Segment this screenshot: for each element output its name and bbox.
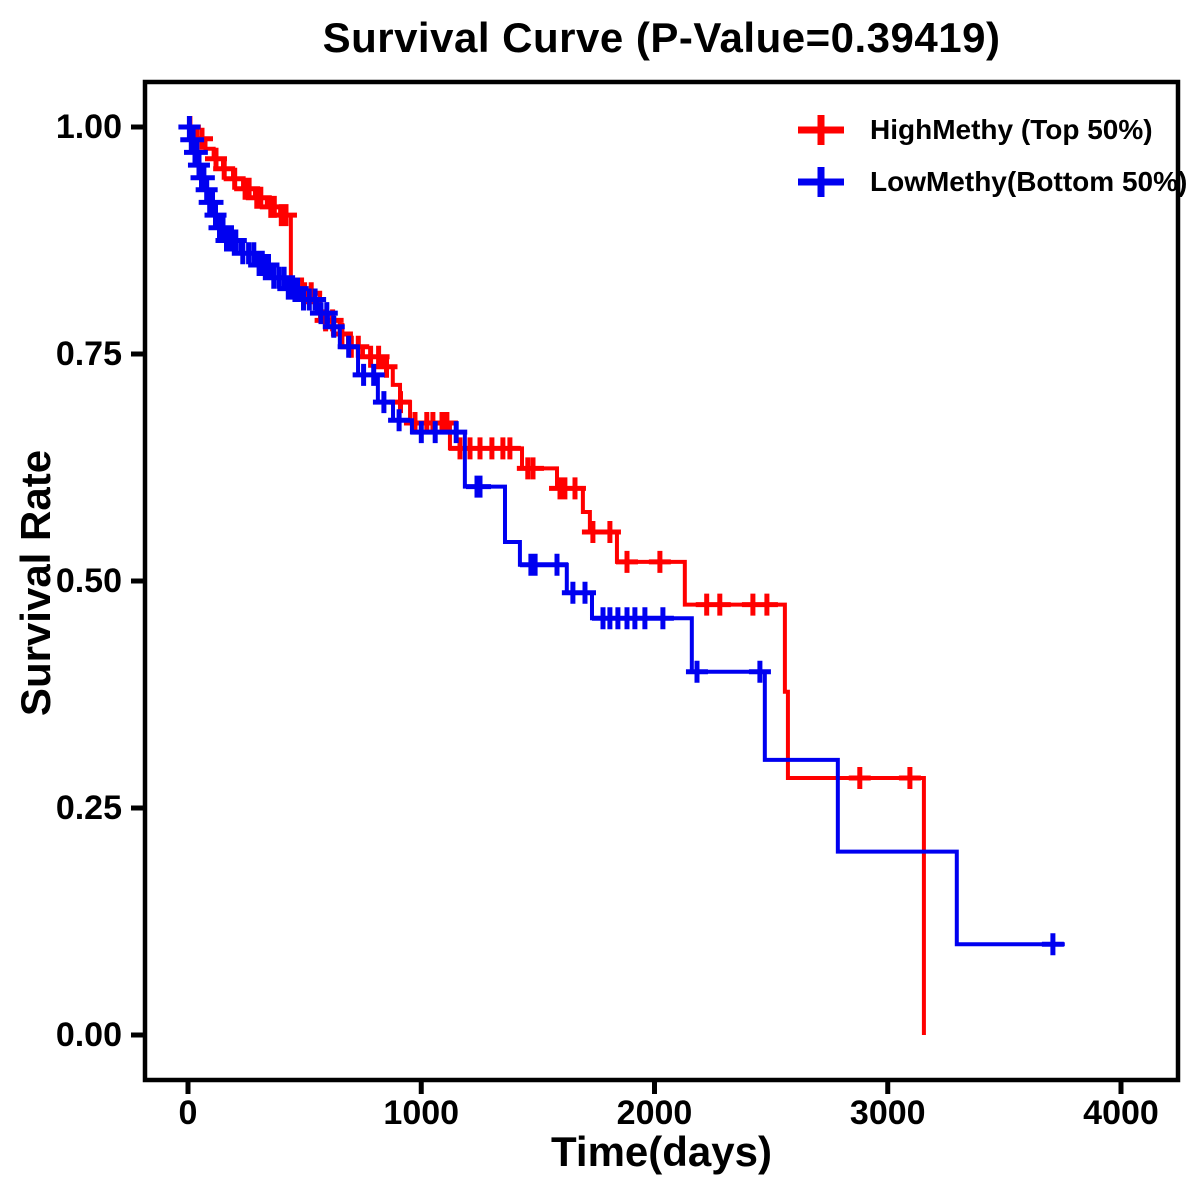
- legend: HighMethy (Top 50%) LowMethy(Bottom 50%): [796, 112, 1187, 216]
- x-tick-label: 3000: [849, 1094, 926, 1132]
- x-tick-label: 0: [178, 1094, 198, 1132]
- highmethy-censor-marks: [178, 116, 921, 789]
- chart-title: Survival Curve (P-Value=0.39419): [322, 14, 1001, 61]
- x-tick-label: 2000: [616, 1094, 693, 1132]
- lowmethy-censor-marks: [178, 116, 1064, 956]
- y-tick-label: 0.50: [55, 562, 122, 600]
- lowmethy-plus-marker-icon: [798, 167, 844, 197]
- x-tick-label: 1000: [383, 1094, 460, 1132]
- x-axis-title: Time(days): [551, 1128, 772, 1175]
- y-tick-label: 0.25: [55, 789, 122, 827]
- x-tick-label: 4000: [1083, 1094, 1159, 1132]
- lowmethy-curve: [188, 125, 1065, 947]
- highmethy-plus-marker-icon: [798, 115, 844, 145]
- y-tick-label: 1.00: [55, 108, 122, 146]
- plot-frame: [142, 79, 1181, 1083]
- legend-label-lowmethy: LowMethy(Bottom 50%): [870, 166, 1188, 197]
- y-tick-label: 0.00: [55, 1016, 122, 1054]
- y-tick-label: 0.75: [55, 335, 122, 373]
- legend-item-highmethy: HighMethy (Top 50%): [796, 112, 1187, 148]
- legend-label-highmethy: HighMethy (Top 50%): [870, 114, 1153, 145]
- survival-curves: [178, 116, 1065, 1035]
- axis-tick-marks: [131, 124, 1124, 1094]
- legend-item-lowmethy: LowMethy(Bottom 50%): [796, 164, 1187, 200]
- highmethy-curve: [188, 125, 926, 1035]
